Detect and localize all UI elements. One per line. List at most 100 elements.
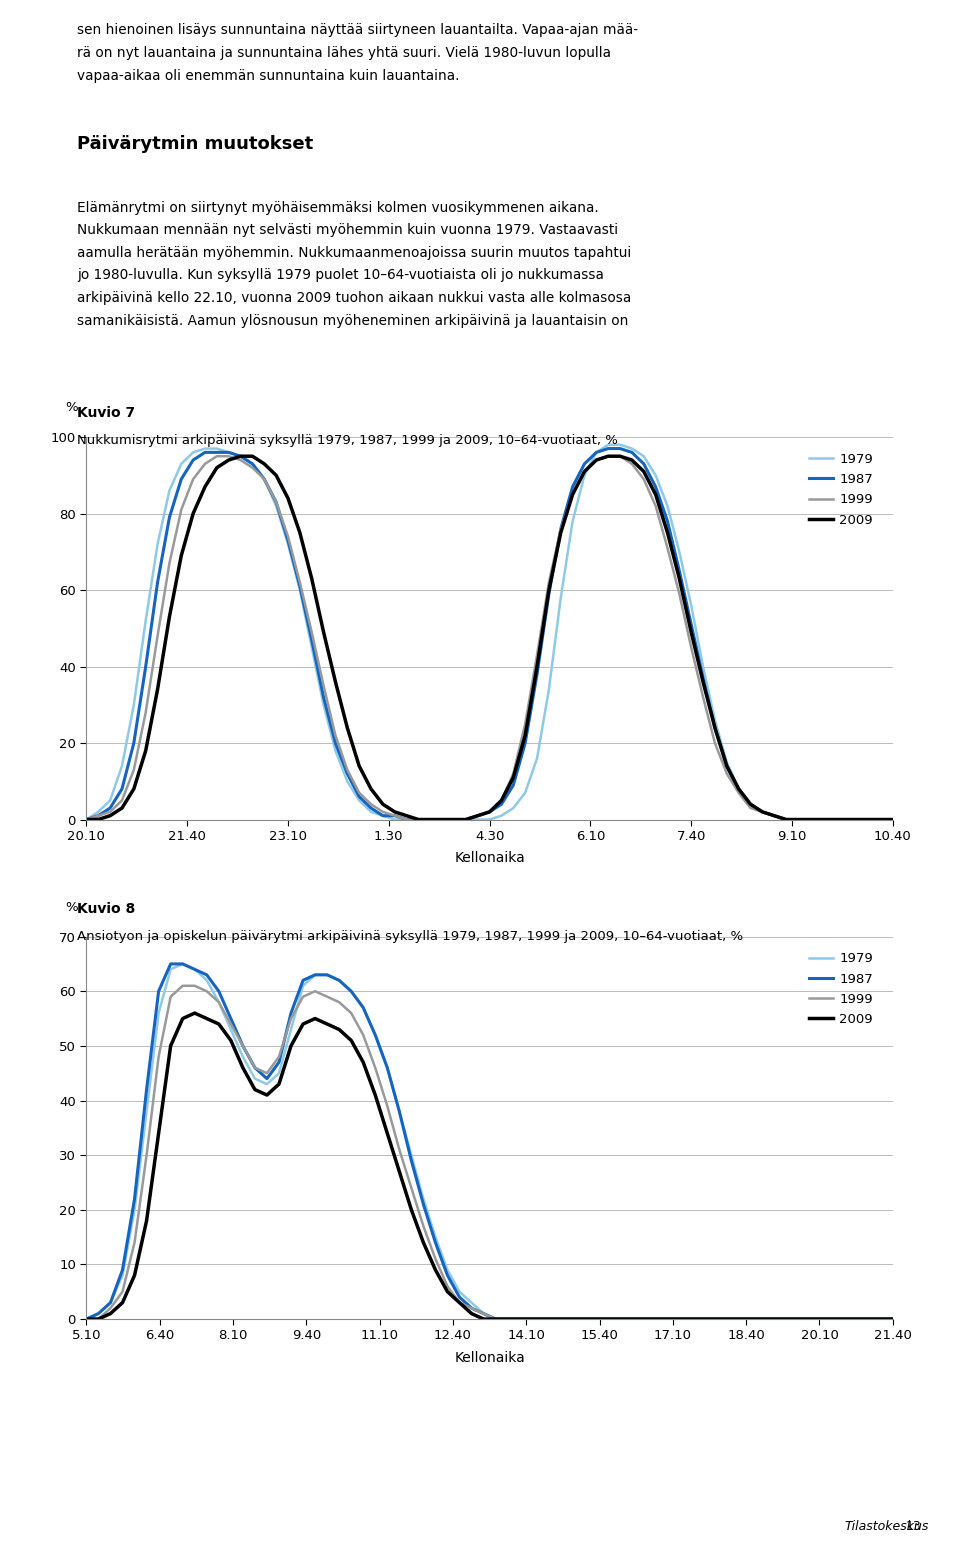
1979 bbox=[81, 810, 92, 829]
1999 bbox=[81, 1310, 92, 1328]
Line: 1987: 1987 bbox=[86, 448, 893, 820]
1999 bbox=[247, 459, 258, 478]
1999 bbox=[353, 784, 365, 802]
1999 bbox=[562, 1310, 573, 1328]
1999 bbox=[887, 1310, 899, 1328]
Text: Nukkumisrytmi arkipäivinä syksyllä 1979, 1987, 1999 ja 2009, 10–64-vuotiaat, %: Nukkumisrytmi arkipäivinä syksyllä 1979,… bbox=[77, 434, 617, 446]
1979 bbox=[562, 1310, 573, 1328]
2009 bbox=[189, 1004, 201, 1022]
Text: Kuvio 7: Kuvio 7 bbox=[77, 406, 135, 420]
1979 bbox=[81, 1310, 92, 1328]
2009 bbox=[235, 446, 247, 465]
Text: samanikäisistä. Aamun ylösnousun myöheneminen arkipäivinä ja lauantaisin on: samanikäisistä. Aamun ylösnousun myöhene… bbox=[77, 314, 628, 328]
1987 bbox=[876, 810, 887, 829]
Line: 2009: 2009 bbox=[86, 456, 893, 820]
Line: 1999: 1999 bbox=[86, 456, 893, 820]
2009 bbox=[365, 779, 376, 798]
1979 bbox=[876, 810, 887, 829]
1999 bbox=[365, 795, 376, 813]
1979 bbox=[887, 810, 899, 829]
2009 bbox=[887, 1310, 899, 1328]
2009 bbox=[274, 1074, 285, 1093]
2009 bbox=[285, 1037, 297, 1055]
1979 bbox=[430, 1227, 442, 1246]
X-axis label: Kellonaika: Kellonaika bbox=[454, 1350, 525, 1364]
1987 bbox=[887, 810, 899, 829]
1987 bbox=[285, 1004, 297, 1022]
1979 bbox=[274, 1065, 285, 1083]
1979 bbox=[887, 1310, 899, 1328]
Legend: 1979, 1987, 1999, 2009: 1979, 1987, 1999, 2009 bbox=[804, 448, 878, 532]
1987 bbox=[887, 1310, 899, 1328]
1999 bbox=[555, 520, 566, 539]
1999 bbox=[140, 702, 152, 721]
Line: 1999: 1999 bbox=[86, 987, 893, 1319]
1999 bbox=[815, 1310, 827, 1328]
1979 bbox=[543, 681, 555, 699]
2009 bbox=[815, 1310, 827, 1328]
Text: Kuvio 8: Kuvio 8 bbox=[77, 902, 135, 916]
Text: 13: 13 bbox=[906, 1520, 922, 1533]
1987 bbox=[550, 1310, 562, 1328]
Line: 2009: 2009 bbox=[86, 1013, 893, 1319]
1987 bbox=[603, 439, 614, 457]
1999 bbox=[887, 810, 899, 829]
1979 bbox=[140, 612, 152, 631]
Text: Päivärytmin muutokset: Päivärytmin muutokset bbox=[77, 136, 313, 153]
2009 bbox=[876, 810, 887, 829]
2009 bbox=[887, 810, 899, 829]
1999 bbox=[876, 810, 887, 829]
Text: %: % bbox=[65, 901, 79, 913]
1987 bbox=[562, 1310, 573, 1328]
1987 bbox=[815, 1310, 827, 1328]
1979 bbox=[815, 1310, 827, 1328]
Text: Nukkumaan mennään nyt selvästi myöhemmin kuin vuonna 1979. Vastaavasti: Nukkumaan mennään nyt selvästi myöhemmin… bbox=[77, 223, 618, 237]
Legend: 1979, 1987, 1999, 2009: 1979, 1987, 1999, 2009 bbox=[804, 948, 878, 1032]
Text: rä on nyt lauantaina ja sunnuntaina lähes yhtä suuri. Vielä 1980-luvun lopulla: rä on nyt lauantaina ja sunnuntaina lähe… bbox=[77, 45, 611, 59]
Text: aamulla herätään myöhemmin. Nukkumaanmenoajoissa suurin muutos tapahtui: aamulla herätään myöhemmin. Nukkumaanmen… bbox=[77, 247, 631, 259]
1999 bbox=[81, 810, 92, 829]
1979 bbox=[342, 773, 353, 791]
Line: 1979: 1979 bbox=[86, 445, 893, 820]
2009 bbox=[562, 1310, 573, 1328]
1987 bbox=[353, 787, 365, 805]
X-axis label: Kellonaika: Kellonaika bbox=[454, 851, 525, 865]
1987 bbox=[342, 765, 353, 784]
Text: Tilastokeskus: Tilastokeskus bbox=[845, 1520, 929, 1533]
Text: Ansiotyon ja opiskelun päivärytmi arkipäivinä syksyllä 1979, 1987, 1999 ja 2009,: Ansiotyon ja opiskelun päivärytmi arkipä… bbox=[77, 930, 743, 943]
1979 bbox=[603, 436, 614, 454]
1999 bbox=[211, 446, 223, 465]
1979 bbox=[550, 1310, 562, 1328]
1999 bbox=[274, 1047, 285, 1066]
Text: vapaa-aikaa oli enemmän sunnuntaina kuin lauantaina.: vapaa-aikaa oli enemmän sunnuntaina kuin… bbox=[77, 69, 459, 83]
2009 bbox=[430, 1261, 442, 1280]
Text: Elämänrytmi on siirtynyt myöhäisemmäksi kolmen vuosikymmenen aikana.: Elämänrytmi on siirtynyt myöhäisemmäksi … bbox=[77, 201, 598, 214]
1987 bbox=[81, 1310, 92, 1328]
2009 bbox=[81, 1310, 92, 1328]
1987 bbox=[235, 446, 247, 465]
1979 bbox=[353, 791, 365, 810]
1979 bbox=[285, 1021, 297, 1040]
1987 bbox=[140, 657, 152, 676]
Text: %: % bbox=[65, 401, 79, 414]
1999 bbox=[285, 1010, 297, 1029]
1999 bbox=[550, 1310, 562, 1328]
1987 bbox=[165, 954, 177, 974]
1999 bbox=[430, 1249, 442, 1268]
Text: sen hienoinen lisäys sunnuntaina näyttää siirtyneen lauantailta. Vapaa-ajan mää-: sen hienoinen lisäys sunnuntaina näyttää… bbox=[77, 23, 638, 37]
Line: 1987: 1987 bbox=[86, 963, 893, 1319]
Text: arkipäivinä kello 22.10, vuonna 2009 tuohon aikaan nukkui vasta alle kolmasosa: arkipäivinä kello 22.10, vuonna 2009 tuo… bbox=[77, 292, 631, 304]
2009 bbox=[81, 810, 92, 829]
1979 bbox=[235, 446, 247, 465]
1999 bbox=[177, 977, 188, 996]
2009 bbox=[555, 523, 566, 542]
1987 bbox=[81, 810, 92, 829]
1987 bbox=[274, 1052, 285, 1071]
2009 bbox=[140, 741, 152, 760]
Line: 1979: 1979 bbox=[86, 963, 893, 1319]
1987 bbox=[543, 584, 555, 603]
1987 bbox=[430, 1233, 442, 1252]
2009 bbox=[247, 446, 258, 465]
2009 bbox=[353, 757, 365, 776]
1979 bbox=[177, 954, 188, 974]
